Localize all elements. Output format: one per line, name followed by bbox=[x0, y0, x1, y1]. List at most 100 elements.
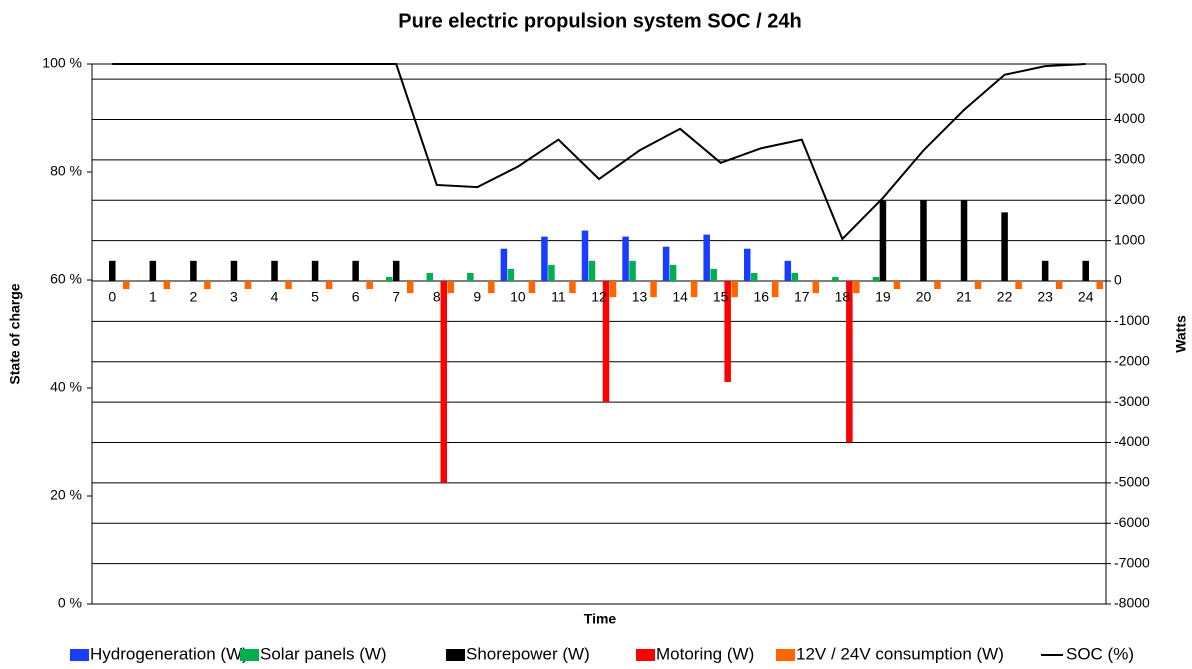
y2-tick-label: -2000 bbox=[1114, 352, 1150, 368]
y2-tick-label: 0 bbox=[1114, 272, 1122, 288]
bar bbox=[541, 236, 548, 282]
x-tick-label: 20 bbox=[916, 289, 932, 305]
bar bbox=[920, 200, 927, 282]
x-tick-label: 2 bbox=[190, 289, 198, 305]
x-tick-label: 16 bbox=[753, 289, 769, 305]
bar bbox=[960, 200, 968, 282]
bar bbox=[812, 281, 820, 294]
bar bbox=[500, 248, 508, 282]
bar bbox=[588, 260, 596, 282]
legend-label: 12V / 24V consumption (W) bbox=[796, 644, 1004, 663]
legend-swatch bbox=[776, 649, 795, 661]
bar bbox=[710, 268, 717, 282]
legend-swatch bbox=[446, 649, 465, 661]
bar bbox=[853, 281, 860, 294]
bar bbox=[230, 260, 238, 282]
bar bbox=[1055, 281, 1063, 290]
x-tick-label: 10 bbox=[510, 289, 526, 305]
bar bbox=[569, 281, 576, 294]
bar bbox=[352, 260, 359, 282]
y2-tick-label: 5000 bbox=[1114, 70, 1145, 86]
bar bbox=[447, 281, 455, 294]
x-tick-label: 4 bbox=[271, 289, 279, 305]
y2-tick-label: 1000 bbox=[1114, 231, 1145, 247]
legend-swatch bbox=[240, 649, 259, 661]
bar bbox=[650, 281, 657, 298]
bar bbox=[163, 281, 171, 290]
bar bbox=[109, 260, 116, 282]
y2-axis-label: Watts bbox=[1173, 315, 1189, 353]
y-tick-label: 0 % bbox=[58, 595, 82, 611]
x-axis-label: Time bbox=[584, 611, 617, 627]
bar bbox=[528, 281, 536, 294]
x-tick-label: 9 bbox=[473, 289, 481, 305]
x-tick-label: 21 bbox=[956, 289, 972, 305]
y2-tick-label: -1000 bbox=[1114, 312, 1150, 328]
bar bbox=[609, 281, 617, 298]
legend-label: SOC (%) bbox=[1066, 644, 1134, 663]
bar bbox=[488, 281, 495, 294]
bar bbox=[731, 281, 738, 298]
y-tick-label: 100 % bbox=[42, 55, 82, 71]
bar bbox=[602, 281, 610, 403]
bar bbox=[1082, 260, 1089, 282]
bar bbox=[974, 281, 982, 290]
x-tick-label: 7 bbox=[392, 289, 400, 305]
bar bbox=[385, 276, 393, 282]
bar bbox=[426, 272, 434, 282]
x-tick-label: 15 bbox=[713, 289, 729, 305]
bar bbox=[440, 281, 448, 483]
bar bbox=[325, 281, 333, 290]
bar bbox=[548, 264, 555, 282]
bar bbox=[690, 281, 698, 298]
x-tick-label: 11 bbox=[551, 289, 566, 305]
y2-tick-label: 4000 bbox=[1114, 110, 1145, 126]
y2-tick-label: -8000 bbox=[1114, 595, 1150, 611]
bar bbox=[285, 281, 292, 290]
bar bbox=[467, 272, 474, 282]
x-tick-label: 24 bbox=[1078, 289, 1094, 305]
legend-label: Motoring (W) bbox=[656, 644, 754, 663]
bar bbox=[1001, 212, 1008, 282]
legend-label: Shorepower (W) bbox=[466, 644, 590, 663]
bar bbox=[784, 260, 792, 282]
bar bbox=[1015, 281, 1022, 290]
bar bbox=[366, 281, 373, 290]
line bbox=[112, 63, 1086, 241]
y-tick-label: 40 % bbox=[50, 379, 82, 395]
chart-title: Pure electric propulsion system SOC / 24… bbox=[398, 10, 801, 32]
legend-swatch bbox=[70, 649, 89, 661]
legend-label: Solar panels (W) bbox=[260, 644, 387, 663]
bar bbox=[244, 281, 252, 290]
x-tick-label: 19 bbox=[875, 289, 891, 305]
y-axis-label: State of charge bbox=[7, 283, 23, 384]
x-tick-label: 8 bbox=[433, 289, 441, 305]
x-tick-label: 14 bbox=[672, 289, 688, 305]
y2-tick-label: -4000 bbox=[1114, 433, 1150, 449]
bar bbox=[392, 260, 400, 282]
y2-tick-label: 3000 bbox=[1114, 151, 1145, 167]
y2-tick-label: -6000 bbox=[1114, 514, 1150, 530]
y-tick-label: 60 % bbox=[50, 271, 82, 287]
bar bbox=[1096, 281, 1103, 290]
bar bbox=[872, 276, 880, 282]
x-tick-label: 12 bbox=[591, 289, 607, 305]
x-tick-label: 22 bbox=[997, 289, 1013, 305]
bar bbox=[724, 281, 731, 382]
y2-tick-label: -5000 bbox=[1114, 474, 1150, 490]
bar bbox=[123, 281, 130, 290]
bar bbox=[832, 276, 839, 282]
bar bbox=[750, 272, 758, 282]
bar bbox=[507, 268, 515, 282]
bar bbox=[581, 230, 589, 282]
x-tick-label: 5 bbox=[311, 289, 319, 305]
y2-tick-label: -3000 bbox=[1114, 393, 1150, 409]
x-tick-label: 3 bbox=[230, 289, 238, 305]
bar bbox=[311, 260, 319, 282]
bar bbox=[662, 246, 670, 282]
bar bbox=[791, 272, 799, 282]
y2-tick-label: 2000 bbox=[1114, 191, 1145, 207]
bar bbox=[1041, 260, 1049, 282]
x-tick-label: 18 bbox=[835, 289, 851, 305]
